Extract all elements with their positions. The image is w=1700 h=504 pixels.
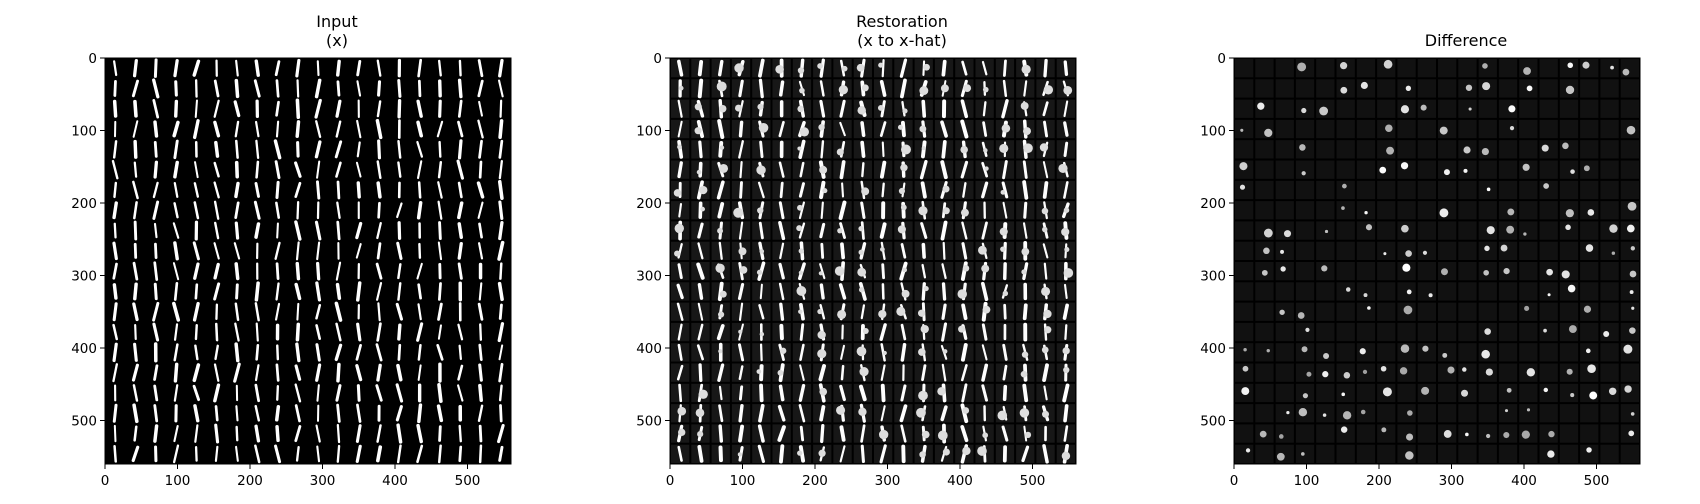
y-tick-label: 400 xyxy=(71,341,97,357)
y-tick-label: 0 xyxy=(653,51,662,67)
panel-input: Input (x) xyxy=(105,0,575,500)
y-tick-label: 500 xyxy=(636,414,662,430)
y-tick-label: 400 xyxy=(1200,341,1226,357)
y-tick-label: 200 xyxy=(71,196,97,212)
title-line: (x) xyxy=(102,31,572,50)
title-line: Restoration xyxy=(667,12,1137,31)
panel-restoration: Restoration (x to x-hat) xyxy=(670,0,1140,500)
y-tick-label: 100 xyxy=(71,124,97,140)
y-tick-label: 0 xyxy=(88,51,97,67)
panel-title-restoration: Restoration (x to x-hat) xyxy=(667,12,1137,50)
y-tick-label: 100 xyxy=(1200,124,1226,140)
panel-difference: Difference xyxy=(1234,0,1700,500)
panel-title-input: Input (x) xyxy=(102,12,572,50)
title-line: Input xyxy=(102,12,572,31)
y-tick-label: 300 xyxy=(71,269,97,285)
y-tick-label: 500 xyxy=(1200,414,1226,430)
title-line: (x to x-hat) xyxy=(667,31,1137,50)
y-tick-label: 100 xyxy=(636,124,662,140)
y-tick-label: 300 xyxy=(1200,269,1226,285)
title-line: Difference xyxy=(1231,31,1700,50)
y-tick-label: 0 xyxy=(1217,51,1226,67)
y-tick-label: 400 xyxy=(636,341,662,357)
y-tick-label: 500 xyxy=(71,414,97,430)
panel-title-difference: Difference xyxy=(1231,31,1700,50)
y-tick-label: 200 xyxy=(636,196,662,212)
y-tick-label: 300 xyxy=(636,269,662,285)
y-tick-label: 200 xyxy=(1200,196,1226,212)
